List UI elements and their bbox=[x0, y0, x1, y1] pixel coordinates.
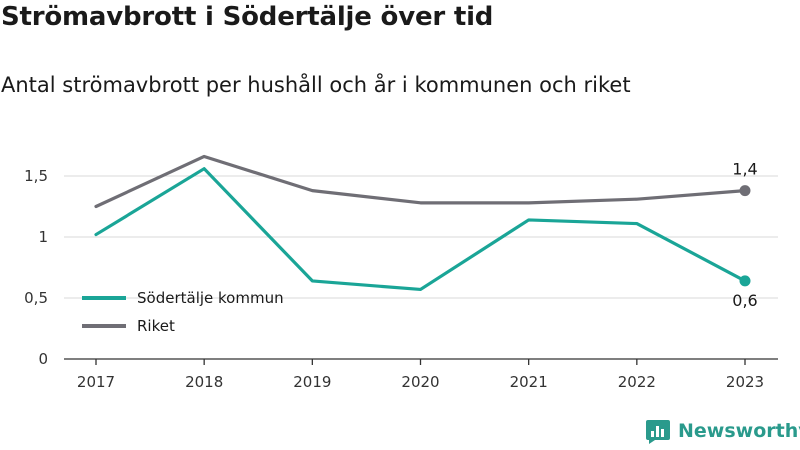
x-tick-label: 2018 bbox=[185, 373, 223, 391]
end-point-marker bbox=[739, 185, 751, 197]
y-tick-label: 1 bbox=[38, 228, 48, 246]
y-tick-label: 1,5 bbox=[24, 167, 48, 185]
x-tick-label: 2022 bbox=[618, 373, 656, 391]
x-tick-label: 2023 bbox=[726, 373, 764, 391]
legend: Södertälje kommun Riket bbox=[82, 289, 284, 335]
series-line-sodertalje bbox=[94, 167, 747, 292]
brand-name: Newsworthy bbox=[678, 420, 800, 442]
y-tick-label: 0,5 bbox=[24, 289, 48, 307]
series-line-riket bbox=[94, 154, 747, 209]
chart-title: Strömavbrott i Södertälje över tid bbox=[1, 2, 494, 32]
newsworthy-logo-icon bbox=[646, 420, 670, 444]
data-labels: 1,4 0,6 bbox=[732, 160, 757, 310]
axes: 0 0,5 1 1,5 2017 2018 2019 2020 2021 2022 2023 bbox=[24, 167, 778, 391]
legend-label: Södertälje kommun bbox=[137, 289, 284, 307]
end-point-marker bbox=[739, 275, 751, 287]
data-label-sodertalje: 0,6 bbox=[732, 291, 757, 310]
x-tick-label: 2017 bbox=[77, 373, 115, 391]
series-lines bbox=[94, 154, 751, 292]
brand-logo: Newsworthy bbox=[645, 418, 800, 444]
y-tick-label: 0 bbox=[38, 350, 48, 368]
chart-subtitle: Antal strömavbrott per hushåll och år i … bbox=[1, 73, 631, 97]
x-tick-label: 2020 bbox=[401, 373, 439, 391]
x-tick-label: 2019 bbox=[293, 373, 331, 391]
data-label-riket: 1,4 bbox=[732, 160, 757, 179]
x-tick-label: 2021 bbox=[510, 373, 548, 391]
legend-label: Riket bbox=[137, 317, 175, 335]
grid-lines bbox=[64, 175, 778, 299]
